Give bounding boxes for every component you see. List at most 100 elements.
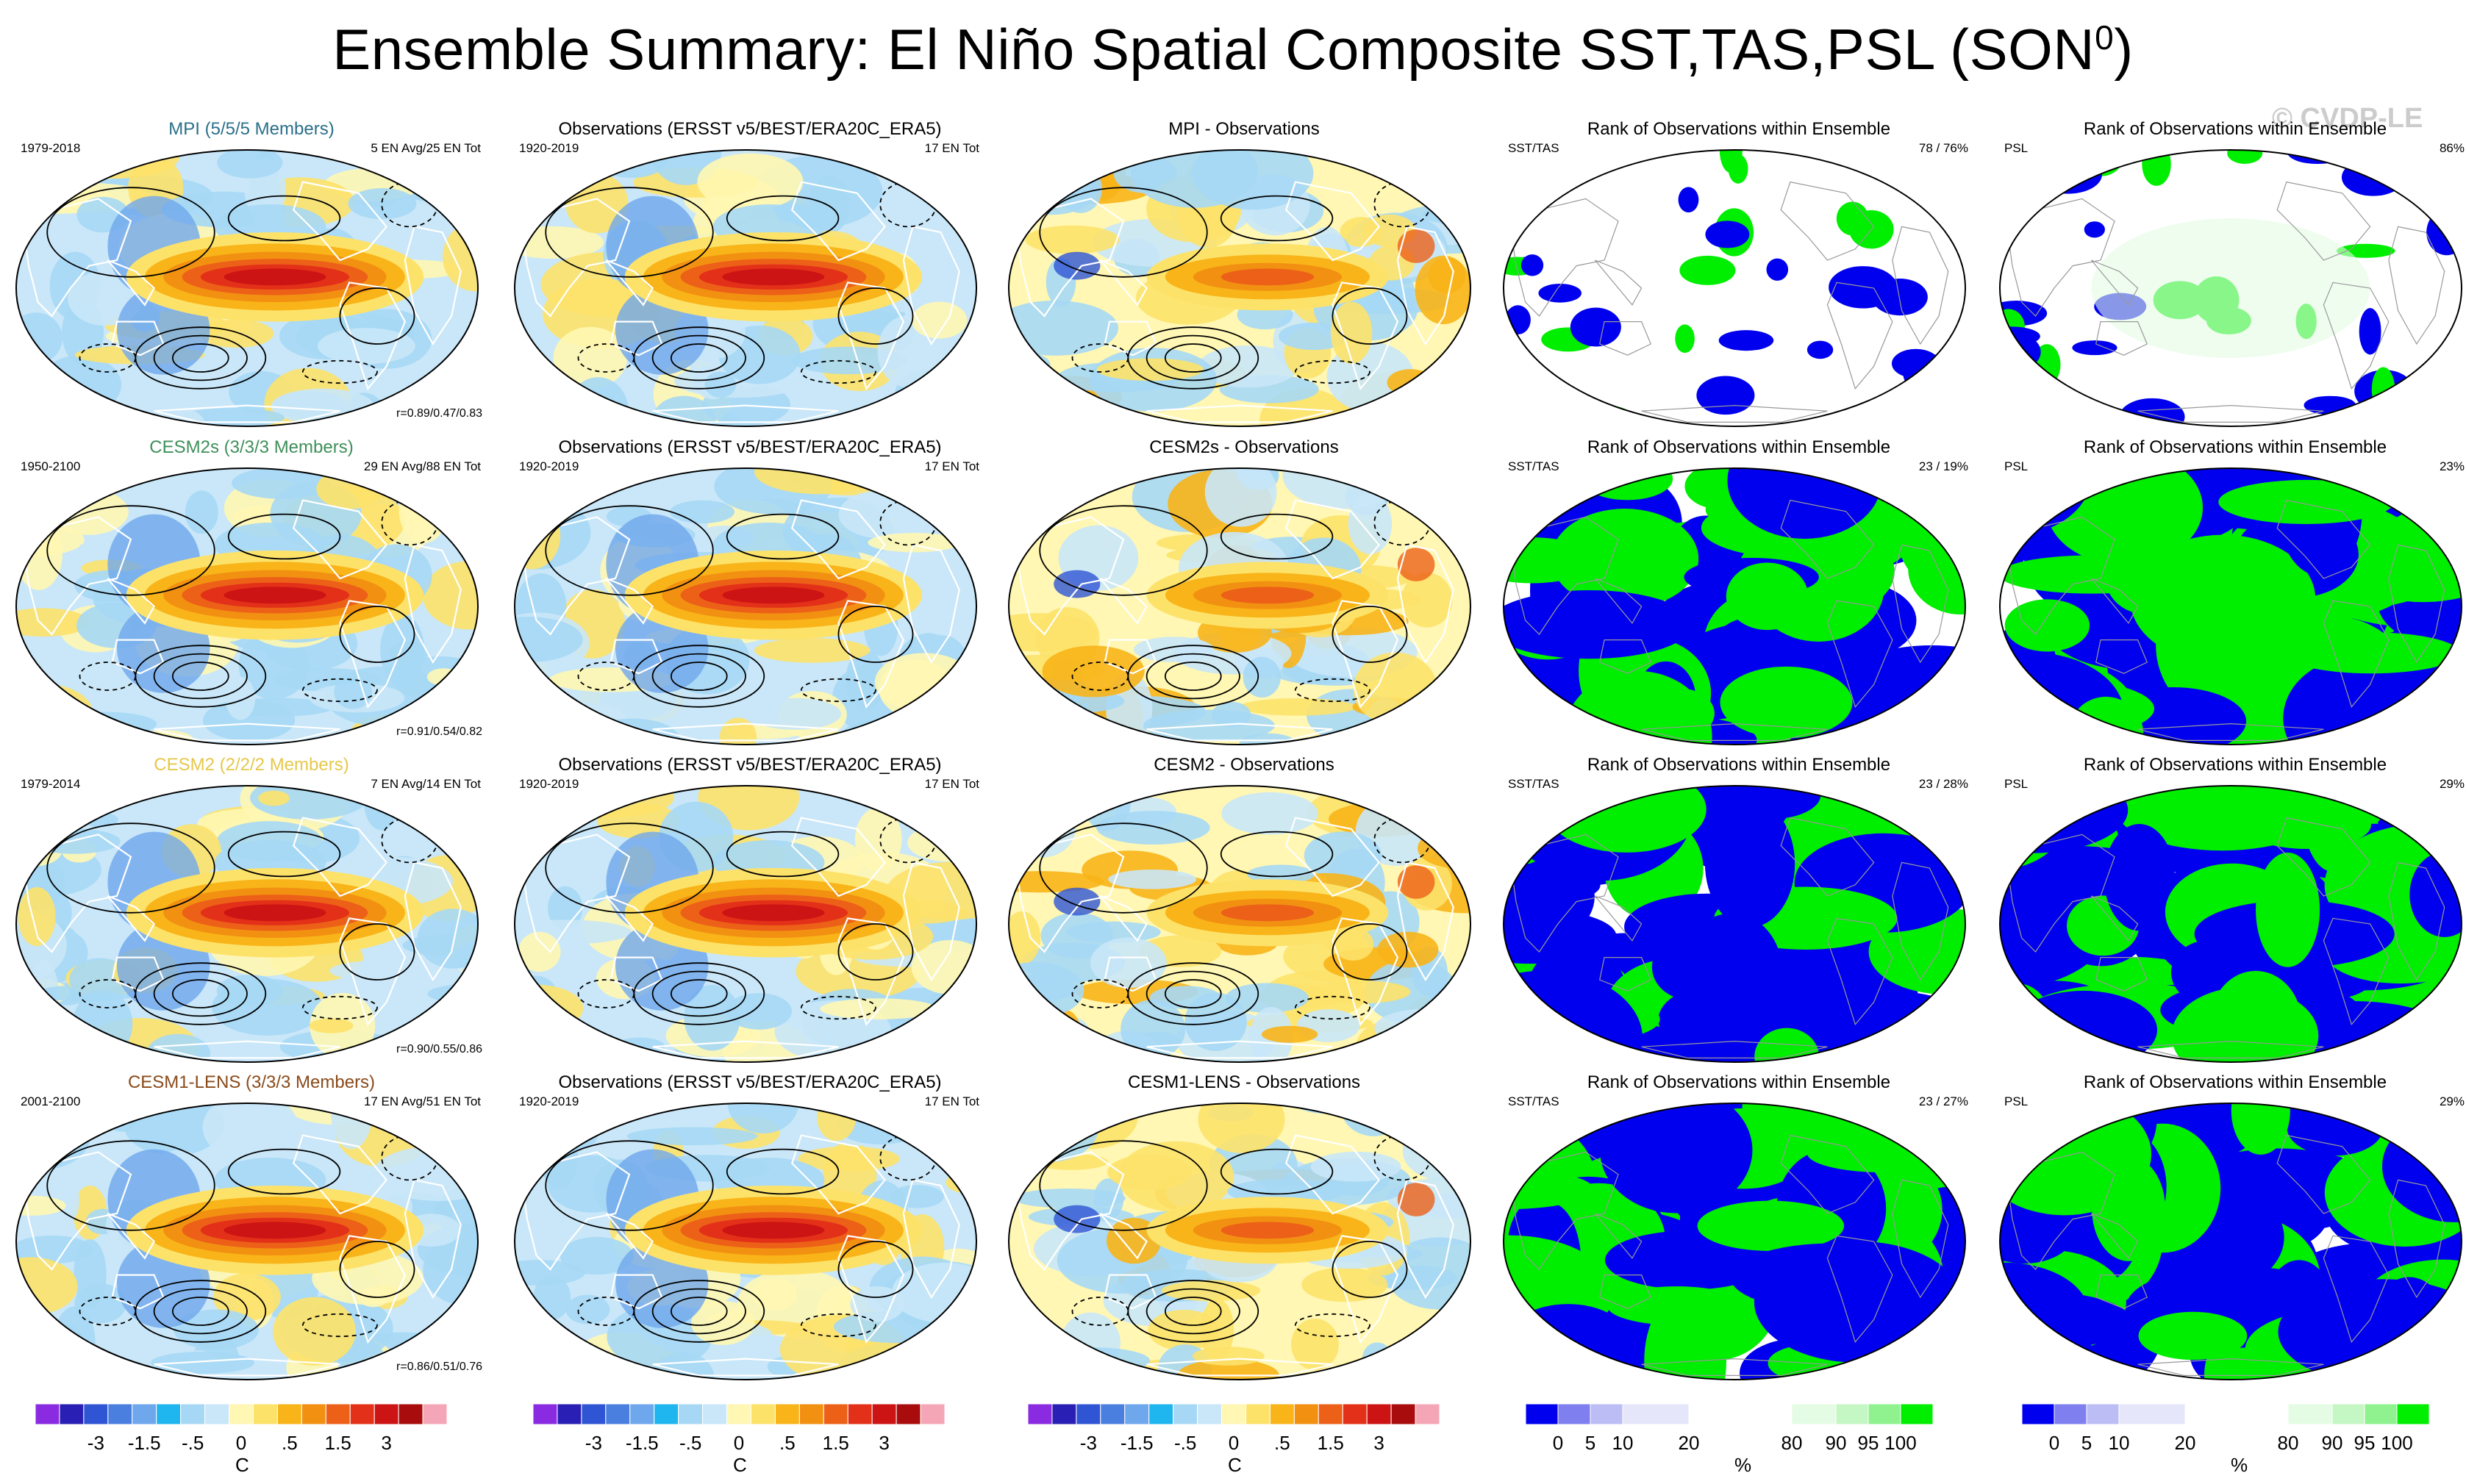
colorbar-swatch bbox=[1868, 1403, 1901, 1425]
colorbar-swatch bbox=[1100, 1403, 1126, 1425]
globe-map bbox=[1999, 467, 2462, 745]
pattern-correlation: r=0.91/0.54/0.82 bbox=[396, 725, 482, 738]
panel-title: CESM2s - Observations bbox=[1149, 437, 1339, 457]
colorbar-tick-label: 0 bbox=[733, 1432, 745, 1454]
panel-right-tag: 17 EN Avg/51 EN Tot bbox=[363, 1094, 481, 1108]
colorbar-swatch bbox=[325, 1403, 351, 1425]
map-panel-cesm2s-rank-psl: Rank of Observations within Ensemble PSL 2… bbox=[1993, 437, 2466, 755]
colorbar-tick-label: .5 bbox=[282, 1432, 298, 1454]
map-panel-cesm1-lens-model: CESM1-LENS (3/3/3 Members) 2001-2100 17 EN… bbox=[9, 1072, 494, 1390]
panel-left-tag: 2001-2100 bbox=[21, 1094, 81, 1108]
map-panel-cesm1-lens-rank-sst: Rank of Observations within Ensemble SST/… bbox=[1496, 1072, 1981, 1390]
colorbar-unit: C bbox=[1228, 1454, 1242, 1476]
title-superscript: 0 bbox=[2095, 18, 2115, 57]
colorbar-swatch bbox=[1076, 1403, 1101, 1425]
colorbar-swatch bbox=[1590, 1403, 1623, 1425]
globe-map bbox=[1008, 149, 1471, 427]
colorbar-tick-label: -.5 bbox=[1173, 1432, 1197, 1454]
colorbar-swatch bbox=[750, 1403, 776, 1425]
colorbar-swatch bbox=[252, 1403, 278, 1425]
colorbar-tick-label: .5 bbox=[1274, 1432, 1290, 1454]
colorbar-swatch bbox=[871, 1403, 897, 1425]
anomaly-colorbar: -3 -1.5 -.5 0 .5 1.5 3 C bbox=[1027, 1402, 1440, 1476]
panel-right-tag: 23% bbox=[2439, 459, 2465, 473]
colorbar-swatch bbox=[1557, 1403, 1591, 1425]
colorbar-swatch bbox=[204, 1403, 230, 1425]
rank-colorbar: 0 5 10 20 80 90 95 100% bbox=[1525, 1402, 1937, 1476]
colorbar-swatch bbox=[726, 1403, 751, 1425]
colorbar-tick-label: -3 bbox=[1079, 1432, 1097, 1454]
colorbar-swatch bbox=[1124, 1403, 1150, 1425]
colorbar-tick-label: 5 bbox=[1584, 1432, 1596, 1454]
globe-map bbox=[1503, 785, 1966, 1063]
colorbar-swatch bbox=[896, 1403, 921, 1425]
panel-right-tag: 29% bbox=[2439, 777, 2465, 791]
colorbar-tick-label: 20 bbox=[2174, 1432, 2196, 1454]
panel-left-tag: PSL bbox=[2004, 459, 2029, 473]
colorbar-unit: % bbox=[2231, 1454, 2248, 1476]
colorbar-swatch bbox=[823, 1403, 848, 1425]
panel-title: CESM2 - Observations bbox=[1154, 755, 1334, 775]
colorbar-swatch bbox=[83, 1403, 109, 1425]
globe-map bbox=[1999, 1103, 2462, 1380]
panel-left-tag: PSL bbox=[2004, 777, 2029, 791]
panel-left-tag: 1920-2019 bbox=[519, 1094, 579, 1108]
globe-map bbox=[15, 467, 479, 745]
colorbar-swatch bbox=[557, 1403, 582, 1425]
colorbar-swatch bbox=[1027, 1403, 1053, 1425]
globe-map bbox=[514, 785, 977, 1063]
panel-title: CESM1-LENS - Observations bbox=[1127, 1072, 1361, 1092]
colorbar-tick-label: 100 bbox=[2381, 1432, 2413, 1454]
globe-map bbox=[514, 149, 977, 427]
colorbar-tick-label: -3 bbox=[87, 1432, 104, 1454]
panel-right-tag: 17 EN Tot bbox=[924, 459, 979, 473]
panel-title: Rank of Observations within Ensemble bbox=[1587, 755, 1891, 775]
map-panel-cesm2s-model: CESM2s (3/3/3 Members) 1950-2100 29 EN Avg… bbox=[9, 437, 494, 755]
map-panel-cesm2-model: CESM2 (2/2/2 Members) 1979-2014 7 EN Avg/1… bbox=[9, 755, 494, 1072]
globe-map bbox=[1008, 467, 1471, 745]
globe-map bbox=[15, 1103, 479, 1380]
colorbar-swatch bbox=[1688, 1403, 1741, 1425]
panel-right-tag: 23 / 28% bbox=[1918, 777, 1968, 791]
colorbar-swatch bbox=[1835, 1403, 1869, 1425]
colorbar-tick-label: -1.5 bbox=[127, 1432, 161, 1454]
globe-map bbox=[15, 785, 479, 1063]
map-panel-cesm2-diff: CESM2 - Observations bbox=[1001, 755, 1487, 1072]
colorbar-swatch bbox=[301, 1403, 326, 1425]
panel-title: Rank of Observations within Ensemble bbox=[1587, 119, 1891, 139]
map-panel-mpi-rank-sst: Rank of Observations within Ensemble SST/… bbox=[1496, 119, 1981, 437]
colorbar-tick-label: 3 bbox=[381, 1432, 392, 1454]
panel-title: Observations (ERSST v5/BEST/ERA20C_ERA5) bbox=[558, 1072, 942, 1092]
colorbar-swatch bbox=[1415, 1403, 1440, 1425]
title-text: Ensemble Summary: El Niño Spatial Compos… bbox=[332, 17, 2095, 82]
globe-map bbox=[1999, 149, 2462, 427]
globe-map bbox=[1503, 149, 1966, 427]
globe-map bbox=[514, 1103, 977, 1380]
colorbar-tick-label: -3 bbox=[585, 1432, 602, 1454]
map-panel-cesm2s-diff: CESM2s - Observations bbox=[1001, 437, 1487, 755]
panel-right-tag: 5 EN Avg/25 EN Tot bbox=[371, 141, 481, 155]
panel-left-tag: 1979-2018 bbox=[21, 141, 81, 155]
colorbar-swatch bbox=[1197, 1403, 1223, 1425]
colorbar-swatch bbox=[1293, 1403, 1319, 1425]
watermark: © CVDP-LE bbox=[2272, 103, 2423, 134]
colorbar-swatch bbox=[1791, 1403, 1837, 1425]
panel-left-tag: 1950-2100 bbox=[21, 459, 81, 473]
colorbar-tick-label: 10 bbox=[1612, 1432, 1634, 1454]
colorbar-tick-label: -.5 bbox=[181, 1432, 204, 1454]
colorbar-swatch bbox=[229, 1403, 254, 1425]
panel-right-tag: 23 / 19% bbox=[1918, 459, 1968, 473]
colorbar-swatch bbox=[1342, 1403, 1368, 1425]
panel-left-tag: PSL bbox=[2004, 1094, 2029, 1108]
panel-right-tag: 17 EN Tot bbox=[924, 1094, 979, 1108]
colorbar-swatch bbox=[1173, 1403, 1198, 1425]
pattern-correlation: r=0.89/0.47/0.83 bbox=[396, 407, 482, 420]
colorbar-swatch bbox=[398, 1403, 423, 1425]
colorbar-swatch bbox=[349, 1403, 375, 1425]
colorbar-swatch bbox=[2184, 1403, 2237, 1425]
pattern-correlation: r=0.86/0.51/0.76 bbox=[396, 1361, 482, 1373]
colorbar-swatch bbox=[2287, 1403, 2333, 1425]
panel-title: MPI (5/5/5 Members) bbox=[168, 119, 335, 139]
colorbar-tick-label: 0 bbox=[235, 1432, 247, 1454]
colorbar-swatch bbox=[532, 1403, 558, 1425]
